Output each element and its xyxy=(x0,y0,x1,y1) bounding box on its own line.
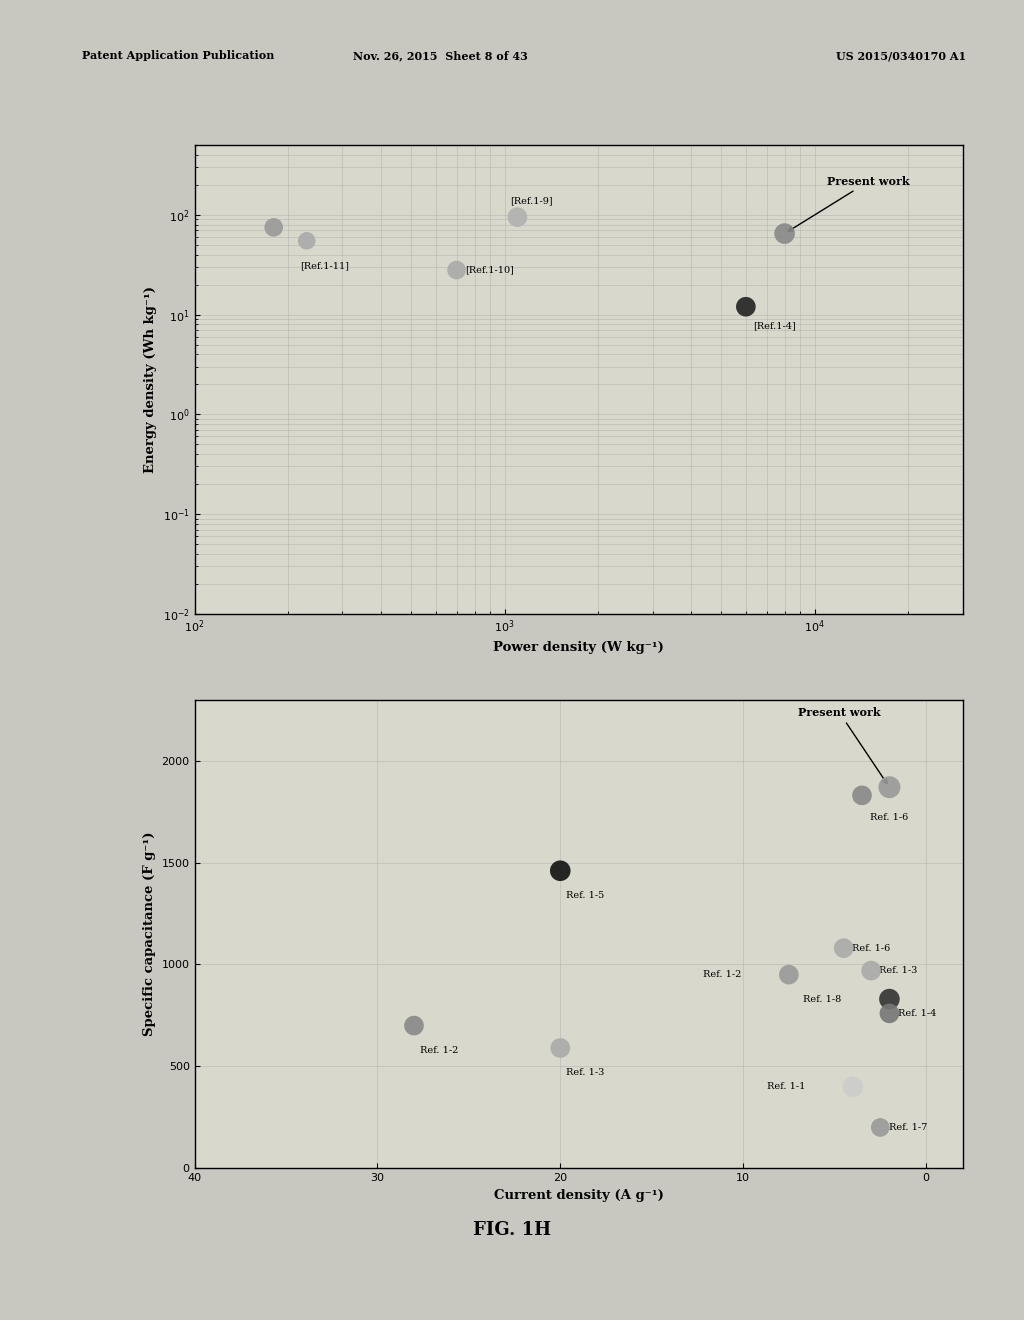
Point xyxy=(299,230,315,251)
Point xyxy=(882,1003,898,1024)
Point xyxy=(737,296,754,317)
Point xyxy=(845,1076,861,1097)
Point xyxy=(863,960,880,981)
Point xyxy=(776,223,793,244)
Text: Ref. 1-2: Ref. 1-2 xyxy=(702,970,741,979)
Text: Present work: Present work xyxy=(788,176,910,231)
Text: Ref. 1-6: Ref. 1-6 xyxy=(852,944,890,953)
Point xyxy=(854,785,870,807)
Text: Ref. 1-8: Ref. 1-8 xyxy=(803,994,842,1003)
Text: Ref. 1-3: Ref. 1-3 xyxy=(880,966,918,975)
Text: [Ref.1-10]: [Ref.1-10] xyxy=(465,265,514,275)
Point xyxy=(265,216,282,238)
Point xyxy=(449,260,465,281)
Text: US 2015/0340170 A1: US 2015/0340170 A1 xyxy=(836,50,967,61)
Text: Ref. 1-3: Ref. 1-3 xyxy=(566,1068,604,1077)
Text: FIG. 1H: FIG. 1H xyxy=(473,1221,551,1239)
Text: Ref. 1-4: Ref. 1-4 xyxy=(898,1008,936,1018)
Text: Ref. 1-7: Ref. 1-7 xyxy=(889,1123,927,1133)
Text: Ref. 1-5: Ref. 1-5 xyxy=(566,891,604,900)
Y-axis label: Energy density (Wh kg⁻¹): Energy density (Wh kg⁻¹) xyxy=(144,286,157,473)
Text: Present work: Present work xyxy=(798,708,887,784)
Text: Nov. 26, 2015  Sheet 8 of 43: Nov. 26, 2015 Sheet 8 of 43 xyxy=(353,50,527,61)
Point xyxy=(836,937,852,958)
Text: Ref. 1-2: Ref. 1-2 xyxy=(420,1045,458,1055)
X-axis label: Current density (A g⁻¹): Current density (A g⁻¹) xyxy=(494,1188,664,1201)
Text: Ref. 1-1: Ref. 1-1 xyxy=(767,1082,805,1092)
Text: Patent Application Publication: Patent Application Publication xyxy=(82,50,274,61)
Point xyxy=(882,989,898,1010)
Point xyxy=(552,1038,568,1059)
Y-axis label: Specific capacitance (F g⁻¹): Specific capacitance (F g⁻¹) xyxy=(143,832,156,1036)
Point xyxy=(406,1015,422,1036)
Point xyxy=(780,964,797,985)
Text: [Ref.1-11]: [Ref.1-11] xyxy=(300,261,349,271)
Text: Ref. 1-6: Ref. 1-6 xyxy=(870,813,908,822)
Text: [Ref.1-9]: [Ref.1-9] xyxy=(511,195,553,205)
Point xyxy=(872,1117,889,1138)
Point xyxy=(509,206,525,227)
Text: [Ref.1-4]: [Ref.1-4] xyxy=(753,322,796,331)
X-axis label: Power density (W kg⁻¹): Power density (W kg⁻¹) xyxy=(494,640,664,653)
Point xyxy=(882,776,898,797)
Point xyxy=(552,861,568,882)
